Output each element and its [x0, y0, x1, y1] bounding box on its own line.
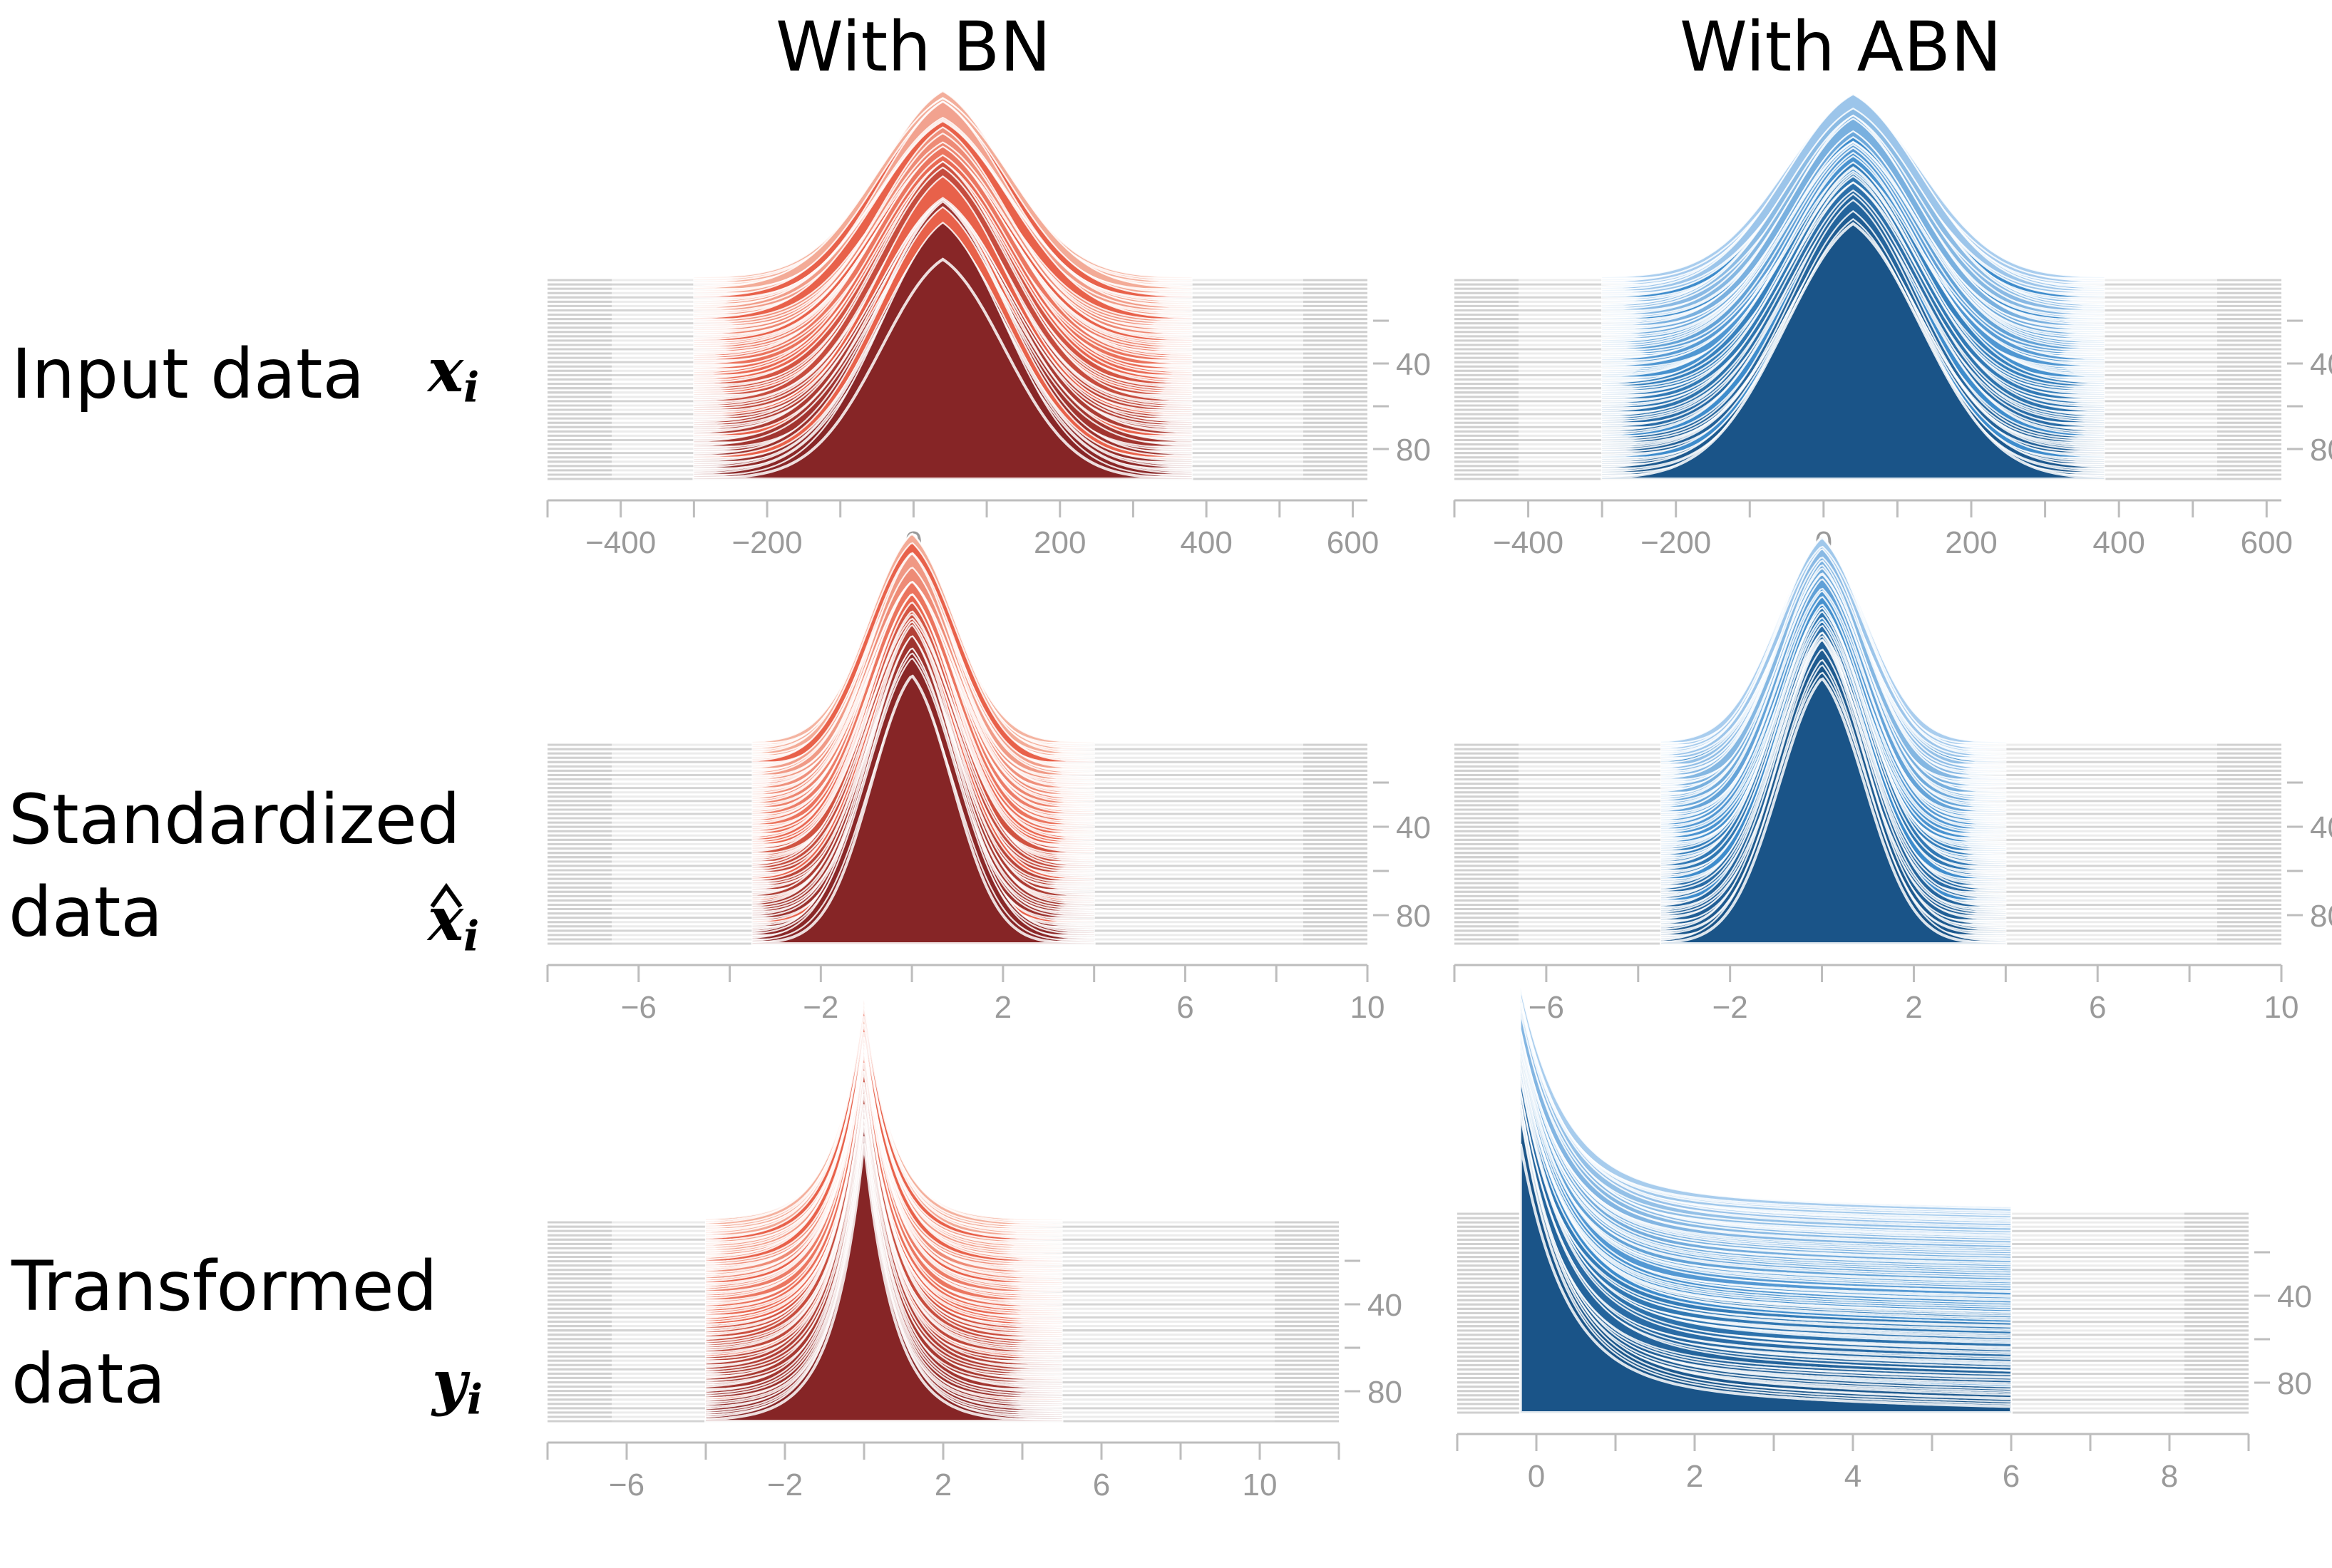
x-tick-label: 2 — [935, 1468, 952, 1502]
ridge-series-57 — [704, 1054, 1063, 1312]
column-title-abn: With ABN — [1680, 7, 2002, 87]
y-axis-right: 40 80 — [2254, 1251, 2312, 1401]
x-tick-label: 6 — [1093, 1468, 1110, 1502]
row-label-transformed: Transformed data — [11, 1240, 438, 1425]
x-axis: −6 −2 2 6 10 — [1453, 964, 2299, 1025]
row-label-input-line1: Input data — [11, 334, 365, 414]
row-label-standardized: Standardized data — [9, 773, 461, 959]
y-tick-label: 40 — [1396, 810, 1431, 845]
ridgeline-group — [548, 532, 1367, 945]
math-sub-x-hat: i — [463, 912, 480, 961]
x-tick-label: 6 — [2089, 990, 2106, 1025]
math-var-y: y — [432, 1347, 467, 1418]
chart-bn-transformed: −6 −2 2 6 10 40 80 — [546, 1000, 1402, 1502]
x-tick-label: −400 — [1493, 525, 1563, 560]
row-label-input: Input data — [11, 328, 364, 421]
x-tick-label: 2 — [995, 990, 1012, 1025]
row-label-standardized-line2: data — [9, 872, 163, 952]
math-symbol-y: yi — [432, 1347, 483, 1424]
y-tick-label: 80 — [1396, 433, 1431, 468]
x-axis: −400−2000200400600 — [546, 499, 1379, 560]
y-tick-label: 40 — [1367, 1288, 1402, 1323]
y-axis-right: 40 80 — [1373, 781, 1431, 934]
x-tick-label: 4 — [1844, 1459, 1861, 1494]
x-tick-label: 200 — [1945, 525, 1997, 560]
y-tick-label: 80 — [2310, 433, 2332, 468]
x-tick-label: −2 — [1712, 990, 1748, 1025]
x-tick-label: −2 — [803, 990, 838, 1025]
math-var-x-hat: x — [428, 884, 464, 954]
chart-abn-input: −400−20002004006004080 — [1453, 93, 2332, 560]
y-axis-right: 40 80 — [1373, 319, 1431, 468]
x-tick-label: 6 — [1176, 990, 1193, 1025]
x-tick-label: 400 — [2092, 525, 2144, 560]
x-tick-label: −6 — [1529, 990, 1564, 1025]
x-tick-label: −200 — [731, 525, 802, 560]
ridge-series-0 — [692, 257, 1193, 480]
x-tick-label: 200 — [1034, 525, 1086, 560]
row-label-transformed-line1: Transformed — [11, 1247, 438, 1326]
ridge-series-0 — [704, 1143, 1064, 1423]
x-tick-label: 6 — [2003, 1459, 2020, 1494]
row-label-standardized-line1: Standardized — [9, 780, 461, 860]
x-tick-label: −400 — [585, 525, 656, 560]
ridge-series-90 — [704, 1008, 1063, 1241]
chart-bn-standardized: −6 −2 2 6 10 40 80 — [546, 532, 1431, 1025]
y-tick-label: 80 — [1367, 1375, 1402, 1410]
ridgeline-group — [1454, 93, 2281, 480]
hat-accent-icon — [430, 882, 463, 908]
x-tick-label: 400 — [1180, 525, 1232, 560]
x-tick-label: −2 — [767, 1468, 803, 1502]
x-tick-label: 600 — [1327, 525, 1379, 560]
x-tick-label: 2 — [1686, 1459, 1703, 1494]
chart-abn-transformed: 0 2 4 6 8 40 80 — [1456, 987, 2312, 1494]
ridgeline-group — [548, 90, 1367, 480]
y-tick-label: 80 — [1396, 899, 1431, 934]
y-tick-label: 40 — [2310, 810, 2332, 845]
x-axis: −6 −2 2 6 10 — [546, 1441, 1340, 1502]
y-tick-label: 80 — [2310, 899, 2332, 934]
row-label-transformed-line2: data — [11, 1339, 166, 1419]
x-tick-label: 600 — [2241, 525, 2293, 560]
y-tick-label: 40 — [1396, 347, 1431, 382]
y-tick-label: 40 — [2277, 1279, 2312, 1314]
x-axis: −6 −2 2 6 10 — [546, 964, 1385, 1025]
ridge-series-0 — [751, 674, 1096, 945]
x-tick-label: 0 — [1528, 1459, 1545, 1494]
x-axis: 0 2 4 6 8 — [1456, 1433, 2250, 1494]
x-tick-label: 10 — [1350, 990, 1385, 1025]
x-tick-label: −6 — [621, 990, 657, 1025]
y-tick-label: 40 — [2310, 347, 2332, 382]
x-tick-label: 8 — [2161, 1459, 2178, 1494]
x-tick-label: −6 — [609, 1468, 644, 1502]
ridge-series-80 — [704, 1023, 1063, 1262]
ridgeline-group — [1454, 536, 2281, 945]
math-sub-x: i — [463, 363, 480, 412]
x-tick-label: 10 — [2264, 990, 2299, 1025]
chart-abn-standardized: −6 −2 2 6 10 40 80 — [1453, 536, 2332, 1025]
ridge-series-0 — [1660, 677, 2008, 945]
x-axis: −400−2000200400600 — [1453, 499, 2293, 560]
x-tick-label: 2 — [1905, 990, 1922, 1025]
math-symbol-x-hat: xi — [428, 882, 480, 961]
math-var-x: x — [428, 335, 464, 406]
chart-bn-input: −400−20002004006004080 — [546, 90, 1431, 560]
column-title-bn: With BN — [776, 7, 1052, 87]
y-axis-right: 40 80 — [2287, 781, 2332, 934]
y-axis-right: 40 80 — [1345, 1259, 1402, 1410]
math-sub-y: i — [466, 1375, 483, 1424]
ridge-series-0 — [1601, 222, 2106, 480]
ridge-series-0 — [1519, 1143, 2013, 1414]
y-axis-right: 40 80 — [2287, 319, 2332, 468]
y-tick-label: 80 — [2277, 1366, 2312, 1401]
x-tick-label: 10 — [1243, 1468, 1278, 1502]
ridgeline-group — [548, 1000, 1339, 1423]
x-tick-label: −200 — [1640, 525, 1711, 560]
math-symbol-x: xi — [428, 335, 479, 412]
ridgeline-group — [1457, 987, 2249, 1414]
